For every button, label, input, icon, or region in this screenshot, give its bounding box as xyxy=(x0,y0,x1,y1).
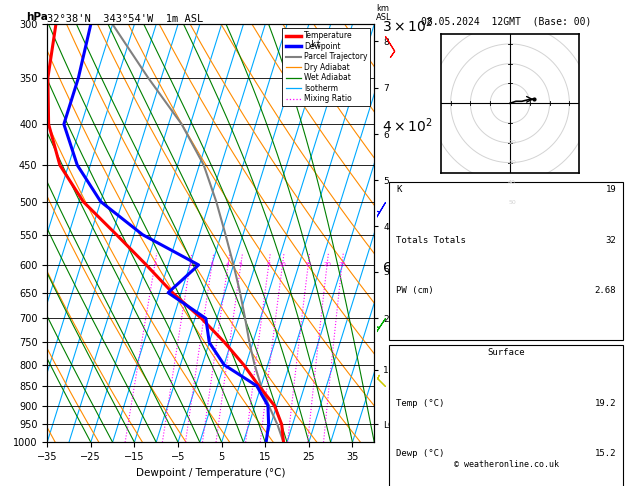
X-axis label: Dewpoint / Temperature (°C): Dewpoint / Temperature (°C) xyxy=(136,468,286,478)
Text: 2: 2 xyxy=(188,262,192,267)
Text: 20: 20 xyxy=(508,140,516,145)
Text: kt: kt xyxy=(311,39,321,49)
Text: 40: 40 xyxy=(508,180,516,185)
Text: Totals Totals: Totals Totals xyxy=(396,236,466,245)
Text: 50: 50 xyxy=(508,200,516,205)
Text: 32°38'N  343°54'W  1m ASL: 32°38'N 343°54'W 1m ASL xyxy=(47,14,203,23)
Legend: Temperature, Dewpoint, Parcel Trajectory, Dry Adiabat, Wet Adiabat, Isotherm, Mi: Temperature, Dewpoint, Parcel Trajectory… xyxy=(282,28,370,106)
Text: 3: 3 xyxy=(210,262,214,267)
Text: K: K xyxy=(396,186,402,194)
Text: Temp (°C): Temp (°C) xyxy=(396,399,445,408)
Text: 20: 20 xyxy=(323,262,331,267)
Text: Dewp (°C): Dewp (°C) xyxy=(396,449,445,458)
Text: 08.05.2024  12GMT  (Base: 00): 08.05.2024 12GMT (Base: 00) xyxy=(421,17,591,27)
Text: 32: 32 xyxy=(606,236,616,245)
Bar xyxy=(389,182,623,340)
Text: hPa: hPa xyxy=(26,12,48,22)
Text: 19.2: 19.2 xyxy=(595,399,616,408)
Text: © weatheronline.co.uk: © weatheronline.co.uk xyxy=(454,460,559,469)
Text: 25: 25 xyxy=(338,262,346,267)
Text: 15.2: 15.2 xyxy=(595,449,616,458)
Text: km
ASL: km ASL xyxy=(376,3,391,22)
Text: 8: 8 xyxy=(267,262,270,267)
Text: Surface: Surface xyxy=(487,348,525,357)
Text: 15: 15 xyxy=(304,262,312,267)
Text: 10: 10 xyxy=(279,262,286,267)
Text: 1: 1 xyxy=(153,262,157,267)
Text: 30: 30 xyxy=(508,160,516,165)
Text: PW (cm): PW (cm) xyxy=(396,286,434,295)
Bar xyxy=(389,345,623,486)
Text: 2.68: 2.68 xyxy=(595,286,616,295)
Text: 4: 4 xyxy=(226,262,230,267)
Text: 5: 5 xyxy=(239,262,243,267)
Text: 19: 19 xyxy=(606,186,616,194)
